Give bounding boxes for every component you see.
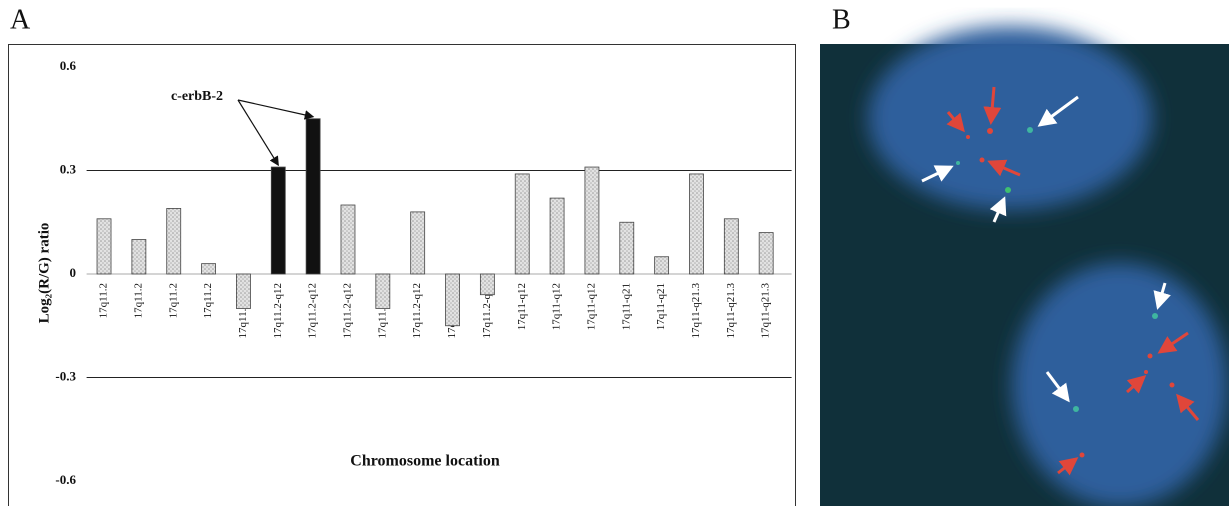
x-tick-label: 17q11-q21.3 (690, 283, 702, 339)
bar (410, 211, 426, 275)
annotation-arrow (237, 99, 279, 167)
bar (340, 204, 356, 275)
bar (201, 263, 216, 275)
x-tick-label: 17q11-q21 (620, 283, 632, 330)
bar (619, 221, 635, 275)
x-tick-label: 17q11-q21.3 (725, 283, 737, 339)
x-tick-label: 17q11-q12 (585, 283, 597, 330)
bar (584, 166, 600, 275)
y-tick-label: 0.3 (60, 161, 77, 176)
micrograph (820, 26, 1229, 506)
x-tick-label: 17q11.2-q12 (481, 283, 493, 339)
bar (236, 273, 251, 309)
bar (723, 218, 739, 275)
bar (96, 218, 112, 275)
x-tick-label: 17q11-q21 (655, 283, 667, 330)
x-tick-label: 17q11.2-q12 (411, 283, 423, 339)
x-tick-label: 17q11.2-q12 (342, 283, 354, 339)
x-tick-label: 17q11.2 (167, 283, 179, 318)
plot: -0.6 -0.3 0 0.3 0.6 17q11.2 17q11.2 17q11.2 17q1… (55, 58, 792, 487)
x-tick-label: 17q11-q21.3 (760, 283, 772, 339)
panel-label: B (832, 4, 851, 35)
bar (166, 208, 182, 275)
x-tick-label: 17q11.2-q12 (307, 283, 319, 339)
x-tick-label: 17q11.2 (98, 283, 110, 318)
x-tick-label: 17q11-q12 (516, 283, 528, 330)
bar (689, 173, 704, 275)
bar (479, 273, 495, 296)
bar (514, 173, 530, 275)
bar (131, 239, 147, 275)
x-tick-label: 17q11.2-q12 (272, 283, 284, 339)
x-axis-label: Chromosome location (350, 453, 500, 470)
bar (758, 232, 774, 275)
bar (654, 256, 670, 275)
bar (270, 166, 286, 275)
x-tick-label: 17q11.2 (202, 283, 214, 318)
y-tick-label: -0.6 (55, 472, 76, 487)
annotation: c-erbB-2 (171, 89, 223, 104)
bar (375, 273, 391, 309)
y-tick-label: 0 (70, 265, 77, 280)
bar (549, 197, 565, 275)
panel-frame (8, 44, 796, 506)
panel-label: A (10, 4, 31, 35)
x-tick-label: 17q11.2 (132, 283, 144, 318)
bar (445, 273, 460, 327)
x-tick-label: 17q11-q12 (551, 283, 563, 330)
annotation-arrow (237, 99, 315, 120)
bar (305, 118, 321, 275)
y-tick-label: 0.6 (60, 58, 77, 73)
y-tick-label: -0.3 (55, 368, 76, 383)
y-axis-label: Log₂(R/G) ratio (36, 223, 52, 324)
